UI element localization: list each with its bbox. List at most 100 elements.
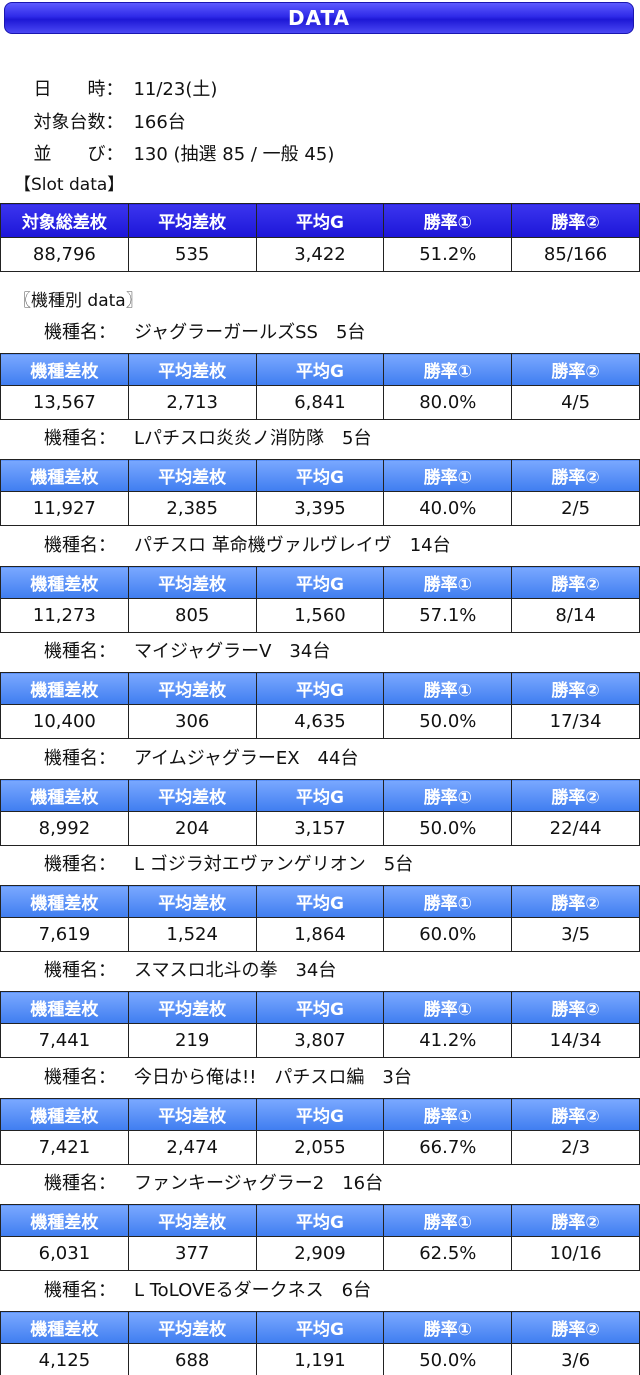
header-cell: 平均G — [255, 353, 385, 386]
value-cell: 7,619 — [0, 917, 129, 952]
info-label: 対象台数： — [33, 112, 124, 133]
value-cell: 3/6 — [511, 1343, 640, 1375]
header-cell: 勝率② — [511, 672, 640, 705]
model-name-value: Lパチスロ炎炎ノ消防隊 5台 — [134, 428, 372, 449]
table-row: 13,567 2,713 6,841 80.0% 4/5 — [0, 385, 640, 420]
value-cell: 2/5 — [511, 491, 640, 526]
model-name-value: L ToLOVEるダークネス 6台 — [134, 1280, 372, 1301]
model-name-value: スマスロ北斗の拳 34台 — [134, 960, 337, 981]
value-cell: 1,191 — [255, 1343, 385, 1375]
table-row: 6,031 377 2,909 62.5% 10/16 — [0, 1236, 640, 1271]
value-cell: 41.2% — [383, 1023, 513, 1058]
model-table: 機種差枚 平均差枚 平均G 勝率① 勝率② 7,441 219 3,807 41.2% 14/34 — [0, 991, 640, 1058]
value-cell: 88,796 — [0, 237, 129, 272]
info-row-date: 日 時： 11/23(土) — [22, 57, 217, 101]
header-cell: 平均G — [255, 779, 385, 812]
header-cell: 機種差枚 — [0, 1098, 129, 1131]
value-cell: 50.0% — [383, 811, 513, 846]
value-cell: 11,273 — [0, 598, 129, 633]
table-row: 10,400 306 4,635 50.0% 17/34 — [0, 704, 640, 739]
model-name-line: 機種名： マイジャグラーV 34台 — [44, 640, 330, 664]
info-row-queue: 並 び： 130 (抽選 85 / 一般 45) — [22, 122, 334, 166]
model-table: 機種差枚 平均差枚 平均G 勝率① 勝率② 7,421 2,474 2,055 66.7% 2/3 — [0, 1098, 640, 1165]
value-cell: 4/5 — [511, 385, 640, 420]
value-cell: 805 — [127, 598, 257, 633]
model-table: 機種差枚 平均差枚 平均G 勝率① 勝率② 10,400 306 4,635 50.0% 17/3… — [0, 672, 640, 739]
table-header-row: 機種差枚 平均差枚 平均G 勝率① 勝率② — [0, 991, 640, 1024]
header-cell: 平均G — [255, 1098, 385, 1131]
header-cell: 平均G — [255, 566, 385, 599]
value-cell: 2,474 — [127, 1130, 257, 1165]
model-section-label: 〖機種別 data〗 — [14, 291, 143, 311]
value-cell: 80.0% — [383, 385, 513, 420]
header-cell: 勝率② — [511, 353, 640, 386]
header-cell: 勝率① — [383, 353, 513, 386]
header-cell: 機種差枚 — [0, 779, 129, 812]
table-header-row: 機種差枚 平均差枚 平均G 勝率① 勝率② — [0, 566, 640, 599]
slot-section-label: 【Slot data】 — [14, 175, 125, 195]
value-cell: 2,713 — [127, 385, 257, 420]
header-cell: 勝率② — [511, 1098, 640, 1131]
page-title: DATA — [4, 2, 634, 34]
header-cell: 平均差枚 — [127, 1311, 257, 1344]
slot-summary-table: 対象総差枚 平均差枚 平均G 勝率① 勝率② 88,796 535 3,422 … — [0, 203, 640, 272]
header-cell: 平均差枚 — [127, 885, 257, 918]
model-table: 機種差枚 平均差枚 平均G 勝率① 勝率② 8,992 204 3,157 50.0% 22/44 — [0, 779, 640, 846]
info-label: 日 時： — [33, 79, 124, 100]
header-cell: 勝率① — [383, 459, 513, 492]
header-cell: 平均差枚 — [127, 672, 257, 705]
model-name-line: 機種名： 今日から俺は!! パチスロ編 3台 — [44, 1066, 412, 1090]
table-header-row: 機種差枚 平均差枚 平均G 勝率① 勝率② — [0, 459, 640, 492]
info-row-count: 対象台数： 166台 — [22, 90, 185, 134]
value-cell: 8/14 — [511, 598, 640, 633]
header-cell: 機種差枚 — [0, 353, 129, 386]
header-cell: 平均差枚 — [127, 1204, 257, 1237]
model-name-value: アイムジャグラーEX 44台 — [134, 748, 359, 769]
header-cell: 勝率② — [511, 1311, 640, 1344]
model-name-line: 機種名： ファンキージャグラー2 16台 — [44, 1172, 383, 1196]
header-cell: 勝率① — [383, 1098, 513, 1131]
header-cell: 勝率② — [511, 203, 640, 238]
model-name-label: 機種名： — [44, 748, 116, 769]
header-cell: 勝率② — [511, 566, 640, 599]
value-cell: 2/3 — [511, 1130, 640, 1165]
value-cell: 57.1% — [383, 598, 513, 633]
header-cell: 平均G — [255, 459, 385, 492]
header-cell: 勝率① — [383, 779, 513, 812]
value-cell: 14/34 — [511, 1023, 640, 1058]
value-cell: 13,567 — [0, 385, 129, 420]
value-cell: 8,992 — [0, 811, 129, 846]
value-cell: 4,125 — [0, 1343, 129, 1375]
header-cell: 機種差枚 — [0, 1204, 129, 1237]
header-cell: 勝率① — [383, 566, 513, 599]
model-name-line: 機種名： Lパチスロ炎炎ノ消防隊 5台 — [44, 427, 371, 451]
header-cell: 平均G — [255, 203, 385, 238]
value-cell: 3,422 — [255, 237, 385, 272]
model-name-line: 機種名： ジャグラーガールズSS 5台 — [44, 321, 365, 345]
table-header-row: 対象総差枚 平均差枚 平均G 勝率① 勝率② — [0, 203, 640, 238]
header-cell: 機種差枚 — [0, 566, 129, 599]
header-cell: 対象総差枚 — [0, 203, 129, 238]
model-name-line: 機種名： パチスロ 革命機ヴァルヴレイヴ 14台 — [44, 534, 451, 558]
model-table: 機種差枚 平均差枚 平均G 勝率① 勝率② 4,125 688 1,191 50.0% 3/6 — [0, 1311, 640, 1375]
model-name-label: 機種名： — [44, 960, 116, 981]
value-cell: 7,441 — [0, 1023, 129, 1058]
table-header-row: 機種差枚 平均差枚 平均G 勝率① 勝率② — [0, 885, 640, 918]
model-table: 機種差枚 平均差枚 平均G 勝率① 勝率② 11,273 805 1,560 57.1% 8/14 — [0, 566, 640, 633]
table-header-row: 機種差枚 平均差枚 平均G 勝率① 勝率② — [0, 779, 640, 812]
model-name-value: ファンキージャグラー2 16台 — [134, 1173, 384, 1194]
table-row: 4,125 688 1,191 50.0% 3/6 — [0, 1343, 640, 1375]
header-cell: 機種差枚 — [0, 885, 129, 918]
model-name-label: 機種名： — [44, 1280, 116, 1301]
value-cell: 306 — [127, 704, 257, 739]
value-cell: 688 — [127, 1343, 257, 1375]
model-name-label: 機種名： — [44, 641, 116, 662]
value-cell: 50.0% — [383, 1343, 513, 1375]
model-name-label: 機種名： — [44, 1173, 116, 1194]
value-cell: 85/166 — [511, 237, 640, 272]
value-cell: 11,927 — [0, 491, 129, 526]
header-cell: 平均G — [255, 1204, 385, 1237]
header-cell: 勝率② — [511, 885, 640, 918]
value-cell: 40.0% — [383, 491, 513, 526]
header-cell: 機種差枚 — [0, 459, 129, 492]
